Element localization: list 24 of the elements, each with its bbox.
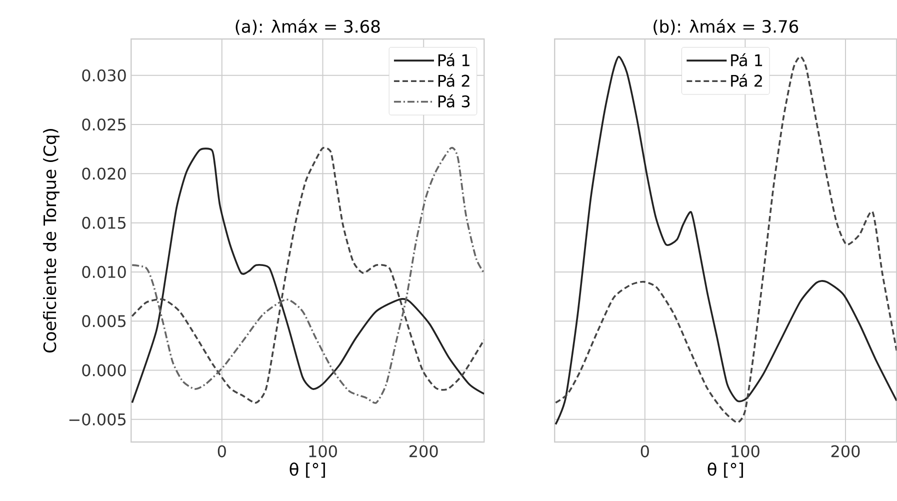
y-tick-label: 0.020	[82, 168, 126, 180]
x-tick-label: 0	[640, 445, 649, 458]
x-tick-label: 0	[218, 445, 226, 458]
y-tick-label: 0.015	[82, 216, 126, 229]
legend-label: Pá 1	[438, 53, 470, 66]
y-axis-title: Coeficiente de Torque (Cq)	[43, 129, 60, 352]
x-tick-label: 100	[732, 445, 760, 458]
x-tick-label: 200	[831, 445, 860, 458]
chart-title: (a): λmáx = 3.68	[236, 19, 380, 35]
y-tick-label: 0.025	[82, 118, 126, 131]
legend-label: Pá 2	[438, 74, 470, 87]
y-tick-label: 0.030	[82, 69, 126, 82]
y-tick-label: 0.005	[82, 315, 126, 328]
x-axis-title: θ [°]	[290, 462, 325, 478]
legend-label: Pá 2	[731, 74, 762, 87]
legend-label: Pá 1	[731, 53, 762, 66]
x-tick-label: 200	[410, 445, 438, 458]
legend-label: Pá 3	[438, 94, 470, 108]
y-tick-label: 0.010	[82, 266, 126, 278]
x-axis-title: θ [°]	[708, 462, 743, 478]
y-tick-label: −0.005	[69, 413, 126, 426]
x-tick-label: 100	[309, 445, 337, 458]
chart-title: (b): λmáx = 3.76	[654, 19, 798, 35]
y-tick-label: 0.000	[82, 364, 126, 376]
